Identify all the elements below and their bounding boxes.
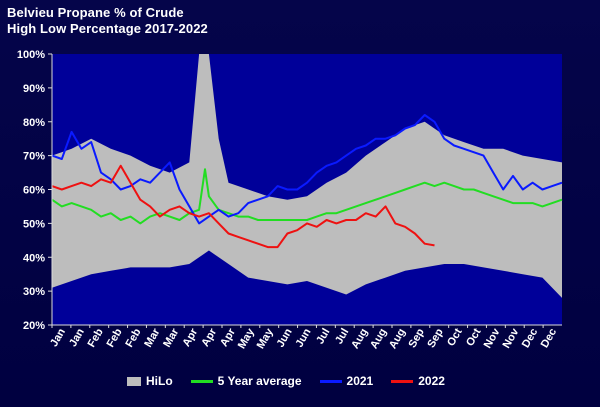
legend-label-2022: 2022: [418, 374, 445, 388]
x-tick-label: Oct: [445, 326, 465, 348]
series-line-2021: [51, 114, 563, 225]
x-tick-label: Jan: [48, 326, 68, 349]
x-tick-label: Dec: [539, 327, 559, 350]
x-tick-label: Jun: [275, 326, 295, 349]
x-tick-label: Mar: [142, 326, 163, 350]
y-tick-label: 100%: [17, 49, 45, 61]
x-tick-label: May: [255, 326, 277, 351]
x-tick-label: Feb: [123, 326, 143, 349]
legend-label-hilo: HiLo: [146, 374, 173, 388]
series-line-5-year-average: [51, 168, 563, 225]
x-tick-label: Jul: [333, 327, 351, 347]
legend-item-5yr: 5 Year average: [190, 374, 302, 388]
legend-swatch-2021: [319, 379, 342, 383]
y-tick-label: 50%: [23, 218, 45, 230]
legend-label-2021: 2021: [346, 374, 374, 388]
x-tick-label: Jul: [314, 327, 332, 347]
y-tick-label: 70%: [23, 151, 45, 163]
legend-swatch-hilo: [127, 376, 141, 386]
series-line-2022: [51, 164, 435, 249]
x-tick-label: Mar: [161, 326, 182, 350]
chart-legend: HiLo 5 Year average 2021 2022: [127, 373, 463, 389]
legend-item-hilo: HiLo: [127, 374, 173, 388]
y-tick-label: 80%: [23, 117, 45, 129]
x-tick-label: Aug: [387, 327, 408, 352]
legend-label-5yr: 5 Year average: [217, 374, 302, 388]
x-tick-label: Sep: [406, 326, 427, 350]
legend-item-2021: 2021: [319, 374, 374, 388]
x-tick-label: Apr: [180, 326, 200, 349]
x-tick-label: Nov: [482, 326, 503, 351]
x-tick-label: May: [236, 326, 258, 351]
chart-title: Belvieu Propane % of Crude: [7, 5, 184, 20]
x-tick-label: Aug: [349, 327, 370, 352]
x-tick-label: Jun: [293, 326, 313, 349]
y-tick-label: 30%: [23, 286, 45, 298]
legend-swatch-5yr: [190, 379, 213, 383]
legend-item-2022: 2022: [391, 374, 445, 388]
chart-subtitle: High Low Percentage 2017-2022: [7, 21, 208, 36]
x-tick-label: Feb: [105, 326, 125, 349]
x-tick-label: Dec: [520, 327, 540, 350]
y-tick-label: 40%: [23, 252, 45, 264]
y-tick-label: 90%: [23, 83, 45, 95]
x-tick-label: Aug: [368, 327, 389, 352]
y-tick-label: 60%: [23, 185, 45, 197]
x-tick-label: Jan: [67, 326, 87, 349]
x-tick-label: Feb: [86, 326, 106, 349]
x-tick-label: Apr: [199, 326, 219, 349]
y-tick-label: 20%: [23, 320, 45, 332]
legend-swatch-2022: [391, 379, 414, 383]
x-tick-label: Nov: [501, 326, 522, 351]
x-tick-label: Sep: [425, 326, 446, 350]
hilo-band: [52, 54, 562, 298]
